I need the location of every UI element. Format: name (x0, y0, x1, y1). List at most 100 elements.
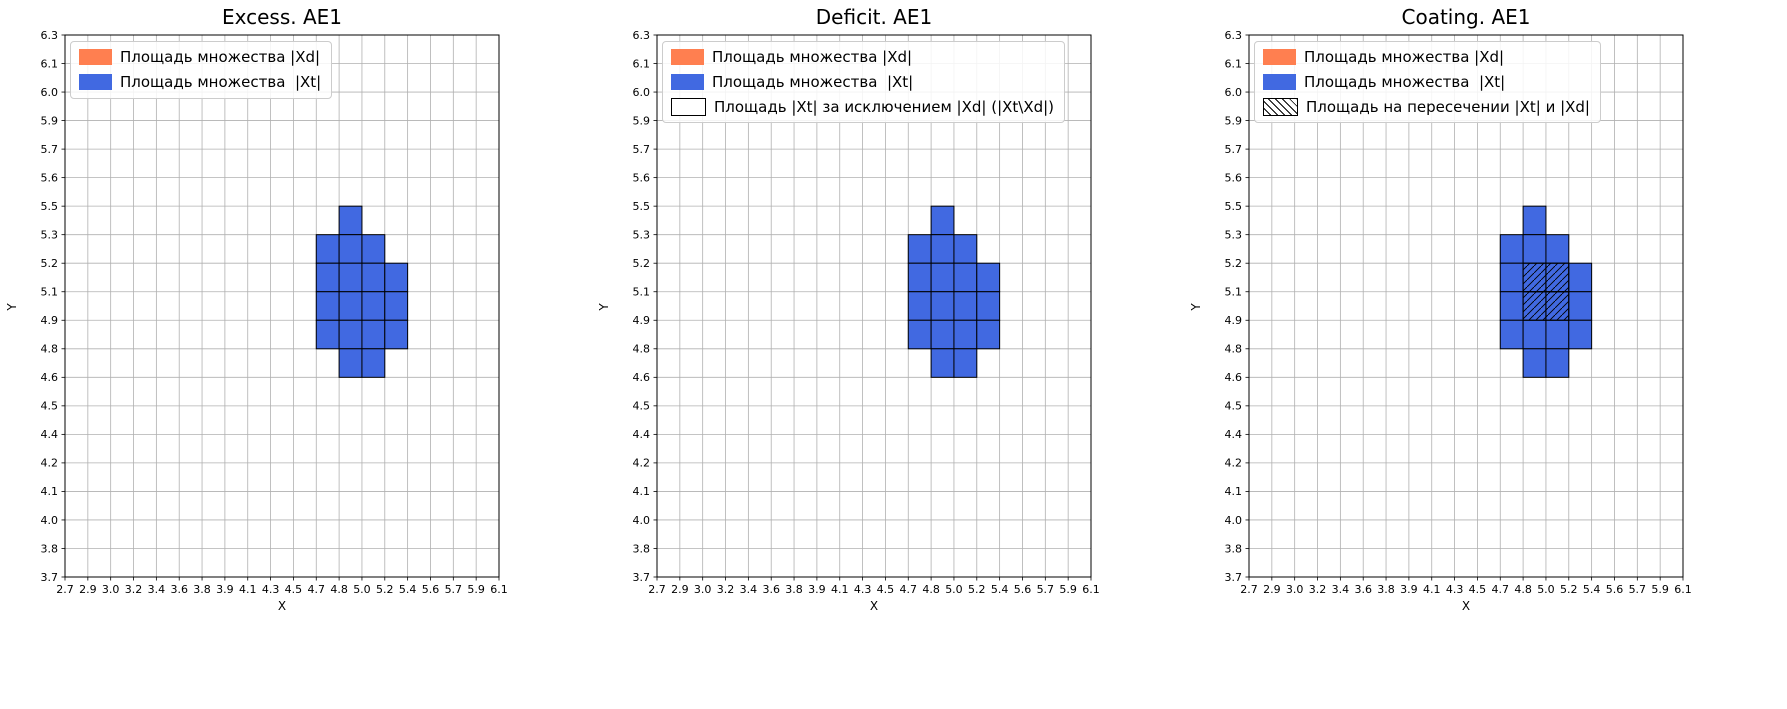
svg-text:3.8: 3.8 (785, 583, 803, 596)
legend-item: Площадь множества |Xt| (1263, 73, 1590, 92)
svg-text:3.9: 3.9 (216, 583, 234, 596)
svg-text:6.1: 6.1 (1674, 583, 1692, 596)
x-axis-label: X (277, 599, 287, 613)
y-axis-label: Y (597, 303, 611, 311)
svg-text:3.6: 3.6 (1354, 583, 1372, 596)
legend-label: Площадь на пересечении |Xt| и |Xd| (1306, 97, 1590, 116)
legend-excess: Площадь множества |Xd| Площадь множества … (70, 41, 333, 99)
legend-item: Площадь множества |Xd| (79, 48, 321, 67)
svg-text:5.5: 5.5 (633, 200, 651, 213)
svg-text:5.7: 5.7 (1037, 583, 1055, 596)
svg-text:6.1: 6.1 (1225, 57, 1243, 70)
svg-text:4.1: 4.1 (41, 485, 59, 498)
svg-text:4.4: 4.4 (633, 428, 651, 441)
charts-row: Excess. AE1 2.7 2.9 3.0 3.2 3.4 3.6 3.8 3.9 4.1 4… (5, 0, 1754, 665)
legend-swatch-solid (671, 74, 704, 91)
svg-text:5.7: 5.7 (1225, 143, 1243, 156)
chart-title-deficit: Deficit. AE1 (815, 5, 933, 29)
svg-text:5.2: 5.2 (968, 583, 986, 596)
svg-text:6.1: 6.1 (1082, 583, 1100, 596)
y-axis-label: Y (1189, 303, 1203, 311)
legend-label: Площадь множества |Xd| (712, 48, 913, 66)
chart-coating: Coating. AE1 2.7 2.9 3.0 3.2 3.4 3.6 3.8 3.9 4.1… (1184, 0, 1754, 665)
svg-text:3.8: 3.8 (41, 542, 59, 555)
y-axis-label: Y (5, 303, 19, 311)
svg-text:4.8: 4.8 (1225, 343, 1243, 356)
svg-text:4.1: 4.1 (633, 485, 651, 498)
svg-text:4.5: 4.5 (1225, 400, 1243, 413)
svg-text:5.4: 5.4 (1583, 583, 1601, 596)
legend-swatch-solid (79, 74, 112, 91)
svg-text:3.7: 3.7 (41, 571, 59, 584)
plot-area-coating: 2.7 2.9 3.0 3.2 3.4 3.6 3.8 3.9 4.1 4.3 4.5 4.7 4.8 5… (1225, 29, 1692, 596)
svg-text:2.7: 2.7 (56, 583, 74, 596)
svg-text:4.4: 4.4 (1225, 428, 1243, 441)
svg-text:2.9: 2.9 (79, 583, 97, 596)
svg-text:3.2: 3.2 (1309, 583, 1327, 596)
svg-text:6.1: 6.1 (41, 57, 59, 70)
svg-text:4.0: 4.0 (633, 514, 651, 527)
svg-text:5.7: 5.7 (1629, 583, 1647, 596)
x-axis-label: X (869, 599, 879, 613)
svg-text:4.0: 4.0 (41, 514, 59, 527)
svg-text:5.6: 5.6 (1606, 583, 1624, 596)
svg-text:5.4: 5.4 (991, 583, 1009, 596)
svg-text:6.1: 6.1 (633, 57, 651, 70)
svg-text:4.1: 4.1 (831, 583, 849, 596)
legend-item: Площадь множества |Xd| (671, 48, 1054, 67)
svg-text:3.4: 3.4 (740, 583, 758, 596)
svg-text:4.7: 4.7 (900, 583, 918, 596)
svg-text:4.2: 4.2 (633, 457, 651, 470)
svg-text:6.0: 6.0 (633, 86, 651, 99)
svg-text:5.2: 5.2 (376, 583, 394, 596)
svg-text:3.8: 3.8 (1377, 583, 1395, 596)
legend-swatch-solid (1263, 49, 1296, 66)
svg-text:3.4: 3.4 (1332, 583, 1350, 596)
legend-deficit: Площадь множества |Xd| Площадь множества … (662, 41, 1066, 124)
svg-text:3.7: 3.7 (1225, 571, 1243, 584)
svg-text:3.6: 3.6 (170, 583, 188, 596)
svg-text:3.9: 3.9 (1400, 583, 1418, 596)
svg-text:3.8: 3.8 (1225, 542, 1243, 555)
svg-text:4.8: 4.8 (41, 343, 59, 356)
svg-text:4.6: 4.6 (1225, 371, 1243, 384)
svg-text:4.9: 4.9 (1225, 314, 1243, 327)
svg-text:5.1: 5.1 (1225, 286, 1243, 299)
legend-swatch-solid (1263, 74, 1296, 91)
svg-text:5.1: 5.1 (41, 286, 59, 299)
svg-text:4.8: 4.8 (922, 583, 940, 596)
svg-text:3.9: 3.9 (808, 583, 826, 596)
legend-item: Площадь |Xt| за исключением |Xd| (|Xt\Xd… (671, 98, 1054, 117)
svg-text:5.2: 5.2 (633, 257, 651, 270)
svg-text:4.7: 4.7 (1492, 583, 1510, 596)
svg-text:5.7: 5.7 (445, 583, 463, 596)
svg-text:6.3: 6.3 (633, 29, 651, 42)
svg-text:4.1: 4.1 (1225, 485, 1243, 498)
svg-text:5.9: 5.9 (41, 114, 59, 127)
svg-text:5.0: 5.0 (353, 583, 371, 596)
legend-label: Площадь множества |Xd| (1304, 48, 1505, 66)
legend-label: Площадь |Xt| за исключением |Xd| (|Xt\Xd… (714, 97, 1055, 116)
svg-text:3.2: 3.2 (125, 583, 143, 596)
legend-swatch-hatch (1263, 97, 1298, 116)
svg-text:3.6: 3.6 (762, 583, 780, 596)
svg-text:6.0: 6.0 (41, 86, 59, 99)
svg-text:4.8: 4.8 (633, 343, 651, 356)
svg-text:3.7: 3.7 (633, 571, 651, 584)
legend-label: Площадь множества |Xt| (712, 72, 914, 91)
svg-text:2.9: 2.9 (671, 583, 689, 596)
svg-text:5.0: 5.0 (945, 583, 963, 596)
svg-text:3.0: 3.0 (102, 583, 120, 596)
svg-text:5.2: 5.2 (41, 257, 59, 270)
plot-area-deficit: 2.7 2.9 3.0 3.2 3.4 3.6 3.8 3.9 4.1 4.3 4.5 4.7 4.8 5… (633, 29, 1100, 596)
svg-text:3.8: 3.8 (193, 583, 211, 596)
legend-item: Площадь множества |Xt| (671, 73, 1054, 92)
svg-text:4.1: 4.1 (239, 583, 257, 596)
svg-text:5.6: 5.6 (1225, 171, 1243, 184)
svg-text:5.9: 5.9 (467, 583, 485, 596)
svg-text:2.9: 2.9 (1263, 583, 1281, 596)
svg-text:3.0: 3.0 (1286, 583, 1304, 596)
chart-title-coating: Coating. AE1 (1401, 5, 1531, 29)
svg-text:4.2: 4.2 (41, 457, 59, 470)
svg-text:5.9: 5.9 (1651, 583, 1669, 596)
